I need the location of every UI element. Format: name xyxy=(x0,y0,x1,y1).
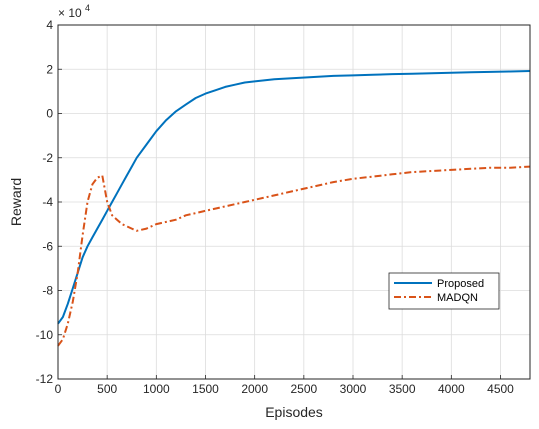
y-tick-label: -2 xyxy=(42,151,53,165)
x-tick-label: 2500 xyxy=(290,382,317,396)
y-exponent-power: 4 xyxy=(85,3,90,13)
y-tick-label: 4 xyxy=(46,18,53,32)
axis-ticks: 0 500 1000 1500 2000 2500 3000 3500 4000 4500 -12 -… xyxy=(36,18,515,396)
series-lines xyxy=(57,70,531,347)
y-exponent-base: × 10 xyxy=(58,6,82,20)
legend: Proposed MADQN xyxy=(388,272,500,310)
y-axis-label: Reward xyxy=(8,178,24,226)
x-tick-label: 0 xyxy=(55,382,62,396)
x-tick-label: 4500 xyxy=(487,382,514,396)
y-tick-label: -8 xyxy=(42,284,53,298)
y-tick-label: 0 xyxy=(46,107,53,121)
x-tick-label: 500 xyxy=(97,382,117,396)
x-tick-label: 1000 xyxy=(143,382,170,396)
y-tick-label: -12 xyxy=(36,372,54,386)
x-tick-label: 2000 xyxy=(241,382,268,396)
series-line-madqn xyxy=(57,165,531,347)
legend-label-proposed: Proposed xyxy=(437,278,484,290)
y-tick-label: -10 xyxy=(36,328,54,342)
y-tick-label: -4 xyxy=(42,195,53,209)
x-tick-label: 3000 xyxy=(340,382,367,396)
series-line-proposed xyxy=(57,70,531,325)
x-tick-label: 3500 xyxy=(389,382,416,396)
legend-box xyxy=(388,272,500,310)
x-tick-label: 1500 xyxy=(192,382,219,396)
legend-label-madqn: MADQN xyxy=(437,292,478,304)
x-tick-label: 4000 xyxy=(438,382,465,396)
y-tick-label: -6 xyxy=(42,239,53,253)
y-tick-label: 2 xyxy=(46,62,53,76)
x-axis-label: Episodes xyxy=(265,404,323,420)
